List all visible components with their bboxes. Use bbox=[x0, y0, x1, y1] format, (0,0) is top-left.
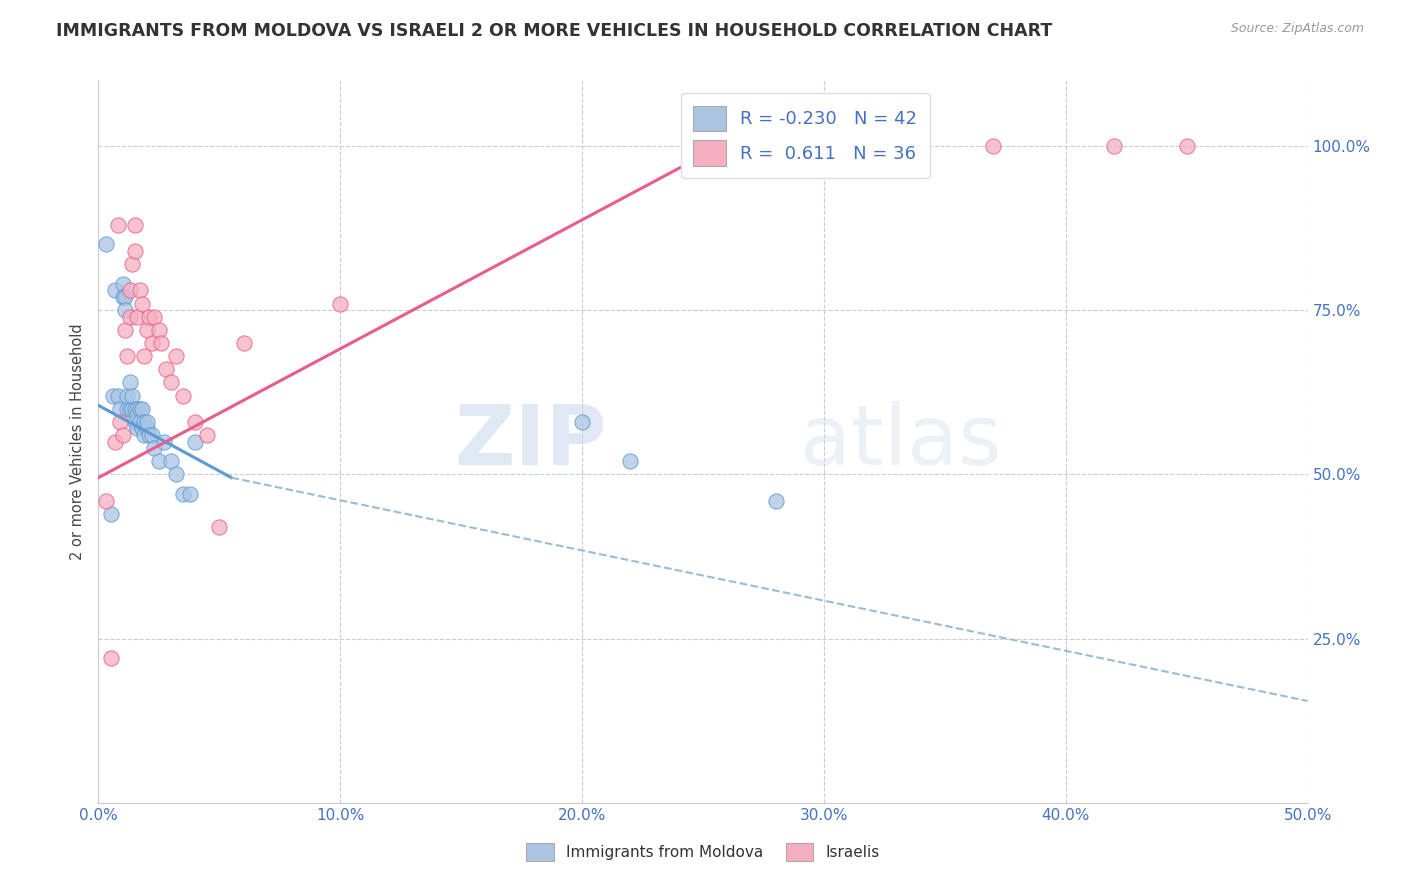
Point bbox=[104, 284, 127, 298]
Point bbox=[94, 237, 117, 252]
Text: ZIP: ZIP bbox=[454, 401, 606, 482]
Point bbox=[692, 139, 714, 153]
Text: atlas: atlas bbox=[800, 401, 1001, 482]
Point bbox=[128, 415, 150, 429]
Point bbox=[165, 349, 187, 363]
Point bbox=[131, 421, 153, 435]
Point bbox=[143, 310, 166, 324]
Point bbox=[118, 401, 141, 416]
Point bbox=[135, 421, 157, 435]
Point bbox=[100, 507, 122, 521]
Point bbox=[117, 349, 139, 363]
Point bbox=[329, 296, 352, 310]
Point bbox=[155, 362, 177, 376]
Point bbox=[141, 336, 163, 351]
Point bbox=[134, 415, 156, 429]
Point bbox=[160, 376, 183, 390]
Point bbox=[121, 388, 143, 402]
Point bbox=[184, 434, 207, 449]
Point bbox=[152, 434, 174, 449]
Point bbox=[111, 290, 134, 304]
Point bbox=[134, 428, 156, 442]
Point bbox=[94, 493, 117, 508]
Point bbox=[124, 401, 146, 416]
Point bbox=[128, 284, 150, 298]
Point bbox=[114, 303, 136, 318]
Point bbox=[172, 388, 194, 402]
Point bbox=[619, 454, 641, 468]
Text: Source: ZipAtlas.com: Source: ZipAtlas.com bbox=[1230, 22, 1364, 36]
Point bbox=[232, 336, 254, 351]
Point bbox=[160, 454, 183, 468]
Point bbox=[124, 244, 146, 258]
Point bbox=[108, 401, 131, 416]
Point bbox=[208, 520, 231, 534]
Point bbox=[571, 415, 593, 429]
Legend: Immigrants from Moldova, Israelis: Immigrants from Moldova, Israelis bbox=[520, 837, 886, 867]
Point bbox=[165, 467, 187, 482]
Point bbox=[127, 421, 149, 435]
Point bbox=[100, 651, 122, 665]
Point bbox=[138, 310, 160, 324]
Y-axis label: 2 or more Vehicles in Household: 2 or more Vehicles in Household bbox=[70, 323, 86, 560]
Point bbox=[124, 218, 146, 232]
Point bbox=[108, 415, 131, 429]
Point bbox=[172, 487, 194, 501]
Point bbox=[128, 401, 150, 416]
Point bbox=[118, 376, 141, 390]
Point bbox=[111, 428, 134, 442]
Point bbox=[117, 388, 139, 402]
Point bbox=[124, 415, 146, 429]
Point bbox=[150, 336, 173, 351]
Point bbox=[143, 441, 166, 455]
Point bbox=[101, 388, 124, 402]
Point bbox=[148, 323, 170, 337]
Point bbox=[765, 493, 787, 508]
Point bbox=[117, 401, 139, 416]
Point bbox=[118, 284, 141, 298]
Point bbox=[184, 415, 207, 429]
Point bbox=[1175, 139, 1198, 153]
Point bbox=[131, 296, 153, 310]
Point bbox=[121, 257, 143, 271]
Point bbox=[107, 388, 129, 402]
Point bbox=[114, 290, 136, 304]
Text: IMMIGRANTS FROM MOLDOVA VS ISRAELI 2 OR MORE VEHICLES IN HOUSEHOLD CORRELATION C: IMMIGRANTS FROM MOLDOVA VS ISRAELI 2 OR … bbox=[56, 22, 1053, 40]
Point bbox=[195, 428, 218, 442]
Point bbox=[111, 277, 134, 291]
Point bbox=[131, 401, 153, 416]
Point bbox=[127, 409, 149, 423]
Point bbox=[118, 310, 141, 324]
Point bbox=[134, 349, 156, 363]
Point bbox=[138, 428, 160, 442]
Point bbox=[121, 401, 143, 416]
Point bbox=[135, 415, 157, 429]
Point bbox=[981, 139, 1004, 153]
Point bbox=[1102, 139, 1125, 153]
Point bbox=[127, 310, 149, 324]
Point bbox=[135, 323, 157, 337]
Point bbox=[148, 454, 170, 468]
Point bbox=[179, 487, 201, 501]
Point bbox=[114, 323, 136, 337]
Point bbox=[127, 401, 149, 416]
Point bbox=[107, 218, 129, 232]
Point bbox=[141, 428, 163, 442]
Point bbox=[104, 434, 127, 449]
